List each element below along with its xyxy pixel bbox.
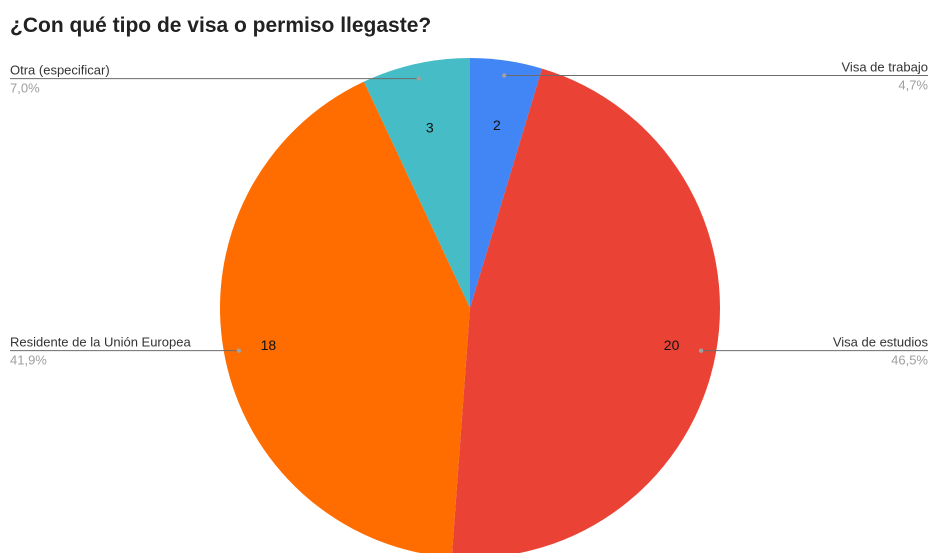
pie-slice-otra-especificar bbox=[363, 58, 470, 308]
slice-label-otra-especificar: Otra (especificar) bbox=[10, 63, 110, 78]
slice-percent-visa-de-trabajo: 4,7% bbox=[898, 78, 928, 93]
slice-percent-residente-de-la-union-europea: 41,9% bbox=[10, 353, 47, 368]
slice-percent-otra-especificar: 7,0% bbox=[10, 81, 40, 96]
slice-value-otra-especificar: 3 bbox=[426, 119, 434, 135]
pie-slice-residente-de-la-union-europea bbox=[220, 81, 470, 553]
slice-label-visa-de-trabajo: Visa de trabajo bbox=[842, 60, 929, 75]
slice-value-residente-de-la-union-europea: 18 bbox=[261, 337, 277, 353]
pie-slice-visa-de-estudios bbox=[452, 68, 720, 553]
leader-dot-visa-de-trabajo bbox=[502, 73, 507, 78]
pie-slice-visa-de-trabajo bbox=[470, 58, 543, 308]
slice-labels: 2 Visa de trabajo 4,7% 20 Visa de estudios 46… bbox=[10, 60, 928, 368]
slice-value-visa-de-trabajo: 2 bbox=[493, 117, 501, 133]
chart-title: ¿Con qué tipo de visa o permiso llegaste… bbox=[10, 14, 432, 37]
pie-slices bbox=[220, 58, 720, 553]
slice-percent-visa-de-estudios: 46,5% bbox=[891, 353, 928, 368]
leader-lines bbox=[10, 73, 928, 353]
leader-dot-residente-de-la-union-europea bbox=[236, 348, 242, 353]
slice-label-residente-de-la-union-europea: Residente de la Unión Europea bbox=[10, 335, 191, 350]
slice-label-visa-de-estudios: Visa de estudios bbox=[833, 335, 929, 350]
leader-dot-visa-de-estudios bbox=[698, 348, 704, 353]
leader-dot-otra-especificar bbox=[416, 76, 422, 81]
slice-value-visa-de-estudios: 20 bbox=[664, 337, 680, 353]
